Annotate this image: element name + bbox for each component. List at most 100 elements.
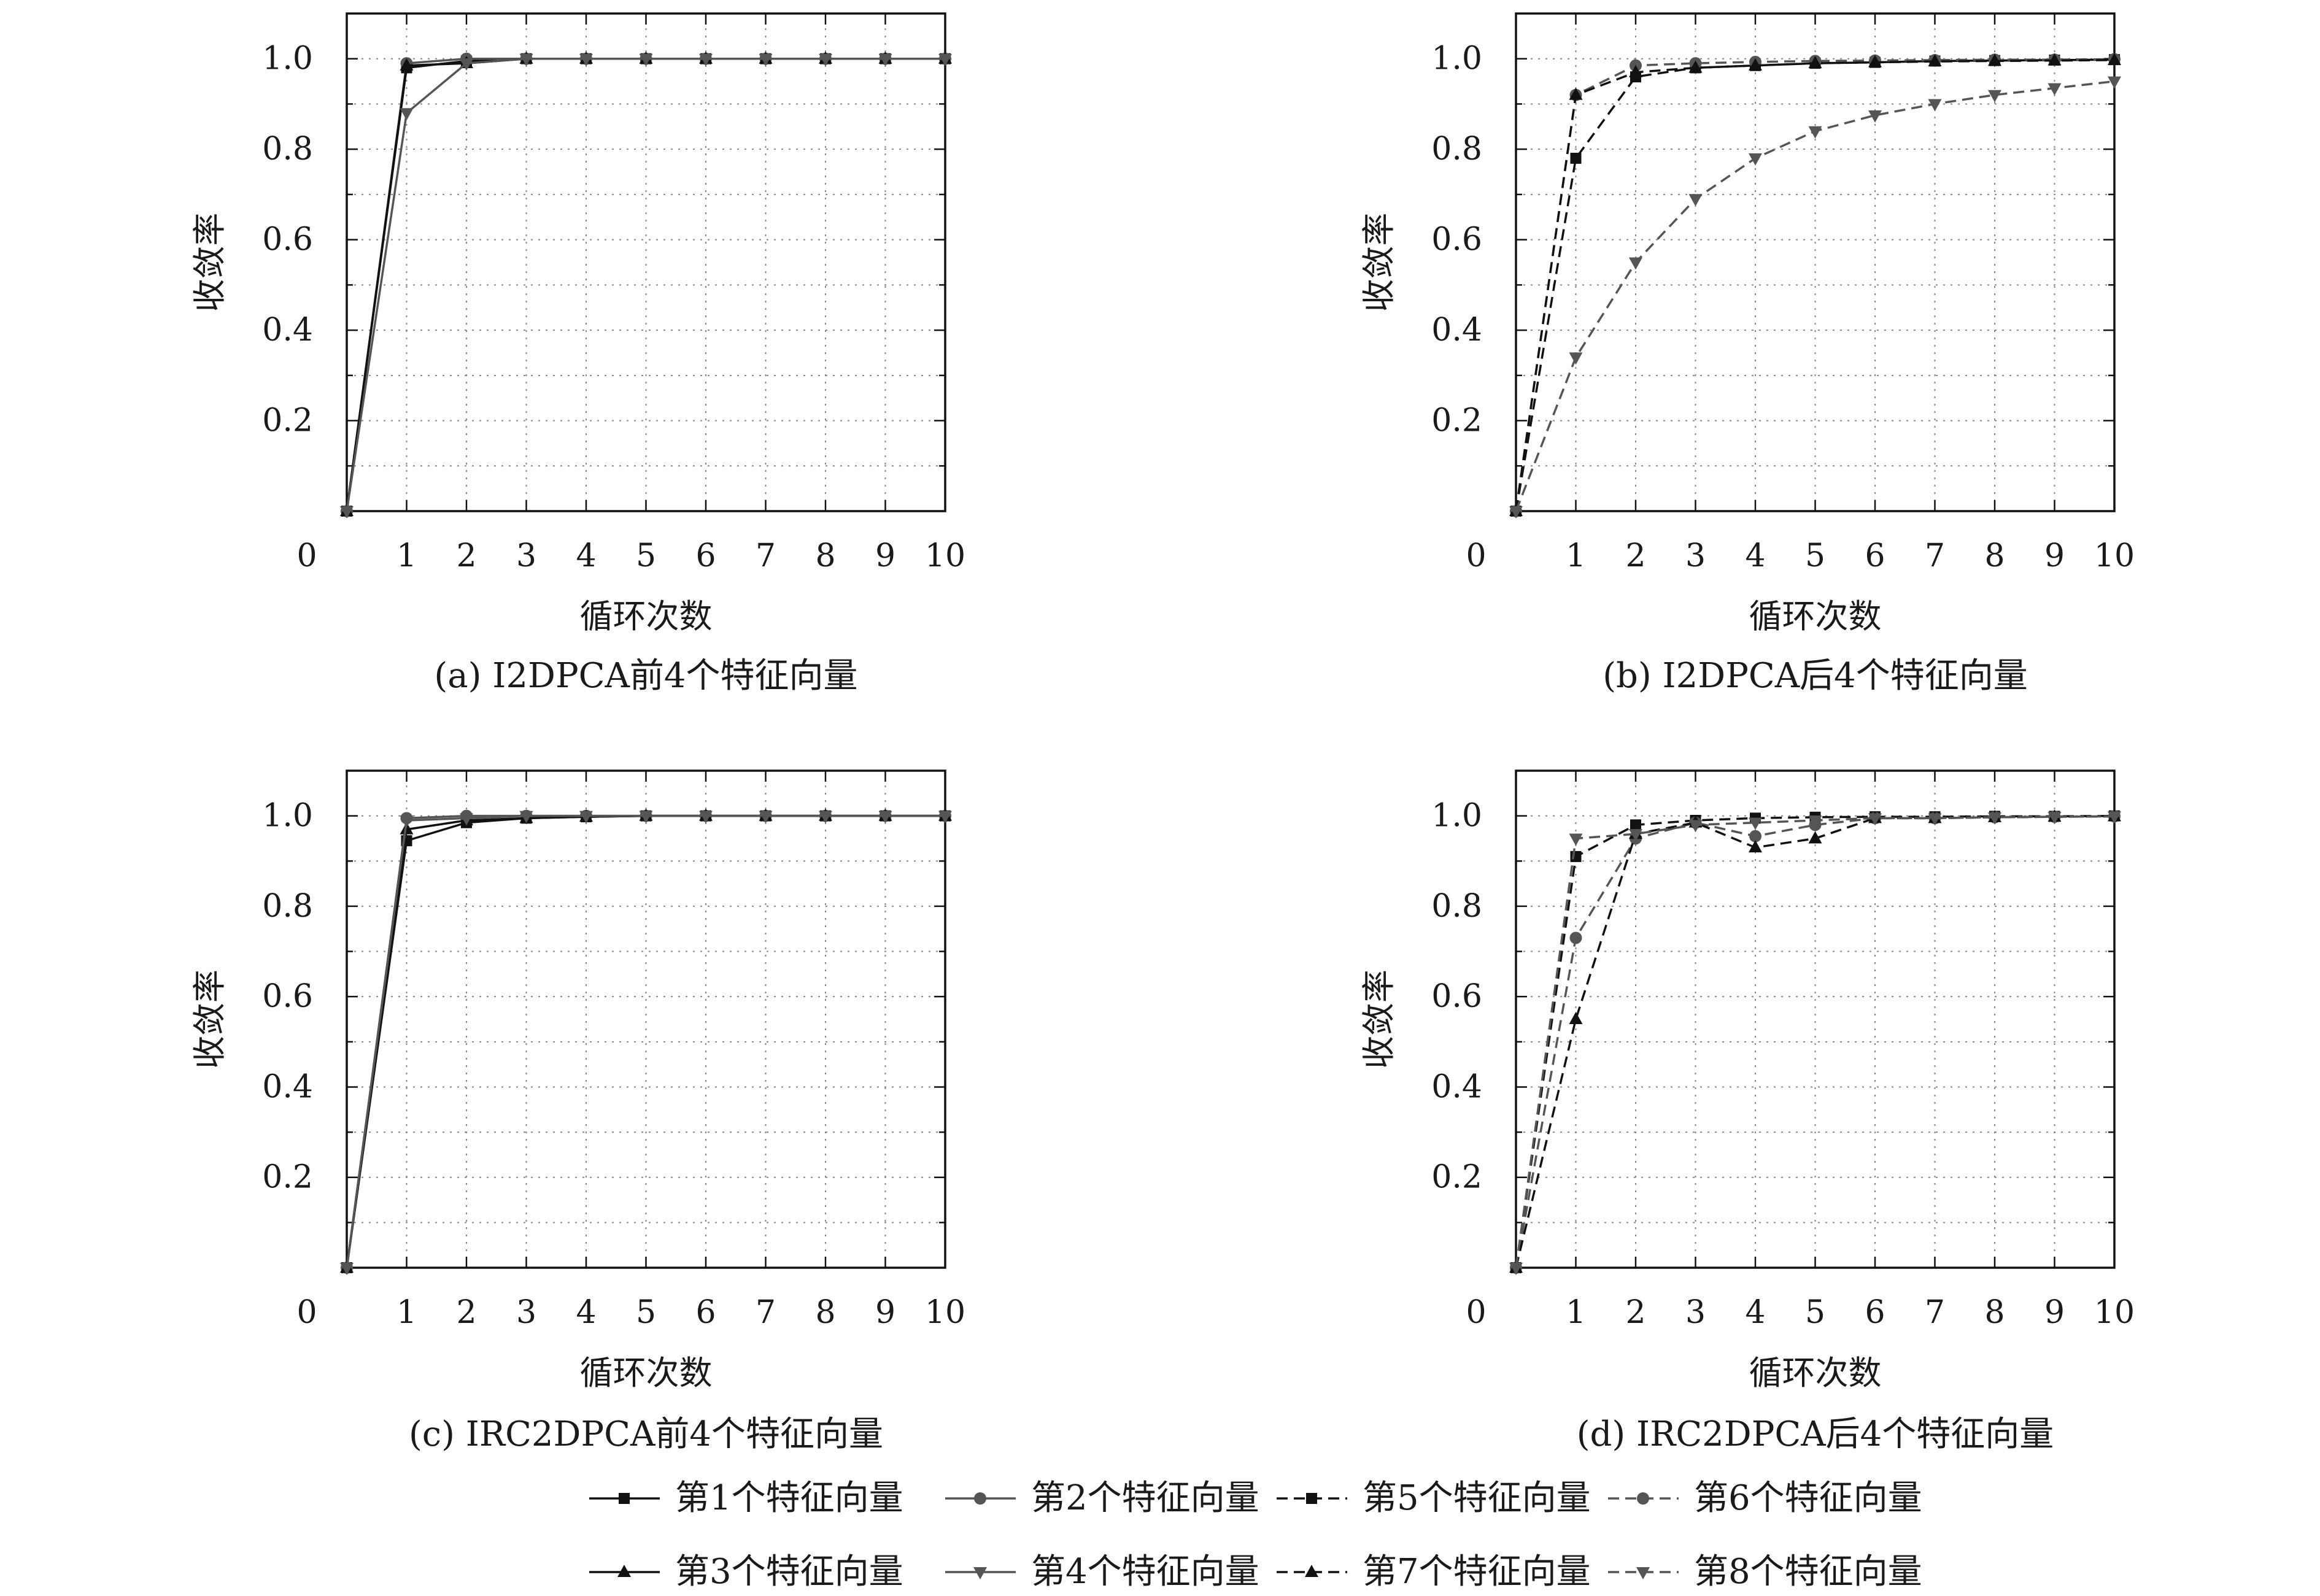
x-tick-label: 7: [1925, 1294, 1945, 1331]
legend-marker: [617, 1565, 631, 1577]
data-point: [819, 811, 832, 823]
data-point: [2047, 812, 2062, 825]
chart-panel-1: 0 1 2 3 4 5 6 7 8 9 10 0.2 0.4 0.6 0.8 1.0 循环次数 收敛率 (b) I2…: [1359, 12, 2135, 696]
x-tick-label: 3: [1685, 1294, 1706, 1331]
x-tick-label: 4: [576, 538, 596, 574]
data-point: [1688, 194, 1703, 207]
data-point: [1688, 60, 1703, 73]
x-tick-label: 5: [1805, 538, 1825, 574]
x-tick-label: 2: [1625, 1294, 1645, 1331]
data-point: [1749, 840, 1762, 853]
x-tick-label: 7: [756, 1294, 776, 1331]
x-tick-label: 1: [396, 1294, 417, 1331]
x-tick-label: 0: [296, 538, 317, 574]
plot-frame: [1515, 769, 2116, 1269]
x-tick-label: 9: [875, 538, 895, 574]
x-axis-title: 循环次数: [1749, 1354, 1882, 1392]
legend-item: 第8个特征向量: [1608, 1552, 1922, 1592]
x-tick-label: 8: [1984, 1294, 2005, 1331]
data-point: [1749, 153, 1762, 166]
data-point: [1569, 87, 1583, 100]
x-tick-label: 0: [1466, 538, 1486, 574]
chart-caption: (b) I2DPCA后4个特征向量: [1603, 656, 2028, 696]
legend-item: 第6个特征向量: [1608, 1478, 1922, 1518]
data-point: [340, 1263, 354, 1275]
x-tick-label: 10: [2094, 538, 2135, 574]
data-point: [819, 53, 832, 66]
y-axis-title: 收敛率: [1359, 970, 1398, 1069]
y-tick-label: 0.2: [262, 1159, 313, 1196]
y-tick-label: 0.2: [1431, 403, 1482, 439]
data-point: [1570, 152, 1582, 164]
data-point: [2108, 76, 2121, 89]
data-point: [2108, 811, 2121, 824]
x-tick-label: 2: [1625, 538, 1645, 574]
x-tick-label: 8: [815, 538, 835, 574]
series-1: [1510, 810, 2120, 1273]
data-point: [1749, 58, 1762, 71]
data-point: [1688, 820, 1703, 833]
y-tick-label: 1.0: [1431, 40, 1482, 77]
x-tick-label: 2: [456, 1294, 476, 1331]
x-tick-label: 3: [1685, 538, 1706, 574]
x-tick-label: 1: [1566, 1294, 1586, 1331]
series-3: [1509, 809, 2121, 1273]
data-point: [1569, 352, 1583, 365]
x-tick-label: 2: [456, 538, 476, 574]
data-point: [460, 813, 473, 826]
legend-item: 第7个特征向量: [1277, 1552, 1591, 1592]
x-tick-label: 4: [1745, 538, 1765, 574]
x-tick-label: 10: [925, 1294, 965, 1331]
x-axis-title: 循环次数: [580, 597, 713, 636]
data-point: [878, 53, 892, 66]
data-point: [699, 811, 713, 823]
data-point: [1988, 812, 2001, 825]
data-point: [1868, 110, 1882, 123]
y-tick-label: 0.6: [1431, 222, 1482, 258]
legend-label: 第2个特征向量: [1031, 1478, 1259, 1518]
grid: [1516, 13, 2114, 511]
grid: [1516, 771, 2114, 1268]
plot-frame: [346, 769, 946, 1269]
data-point: [400, 108, 414, 121]
data-point: [1928, 54, 1942, 67]
series-1: [1510, 54, 2120, 517]
data-point: [1808, 815, 1822, 828]
legend-marker: [1306, 1493, 1317, 1504]
y-tick-label: 0.8: [1431, 131, 1482, 168]
data-point: [1868, 55, 1882, 67]
y-tick-label: 0.2: [1431, 1159, 1482, 1196]
data-point: [519, 811, 533, 823]
data-point: [1629, 257, 1642, 270]
series-line: [1515, 59, 2115, 512]
series-4: [1509, 811, 2121, 1275]
x-tick-label: 10: [2094, 1294, 2135, 1331]
x-tick-label: 9: [2044, 538, 2065, 574]
x-axis-title: 循环次数: [1749, 597, 1882, 636]
legend-marker: [973, 1567, 987, 1579]
y-tick-label: 0.2: [262, 403, 313, 439]
legend-item: 第5个特征向量: [1277, 1478, 1591, 1518]
data-point: [2108, 52, 2121, 65]
y-tick-label: 0.8: [1431, 888, 1482, 925]
data-point: [1868, 813, 1882, 826]
x-tick-label: 4: [1745, 1294, 1765, 1331]
x-tick-label: 6: [695, 538, 716, 574]
legend-item: 第3个特征向量: [589, 1552, 903, 1592]
data-point: [759, 53, 773, 66]
x-tick-label: 0: [1466, 1294, 1486, 1331]
y-tick-label: 0.6: [262, 222, 313, 258]
x-tick-label: 6: [1865, 1294, 1885, 1331]
series-line: [1515, 815, 2115, 1268]
x-tick-label: 0: [296, 1294, 317, 1331]
data-point: [1928, 813, 1942, 826]
data-point: [400, 815, 414, 828]
legend-marker: [619, 1493, 630, 1504]
data-point: [579, 53, 593, 66]
y-tick-label: 1.0: [1431, 798, 1482, 835]
x-tick-label: 5: [636, 1294, 656, 1331]
legend-marker: [1636, 1567, 1650, 1579]
x-tick-label: 8: [815, 1294, 835, 1331]
